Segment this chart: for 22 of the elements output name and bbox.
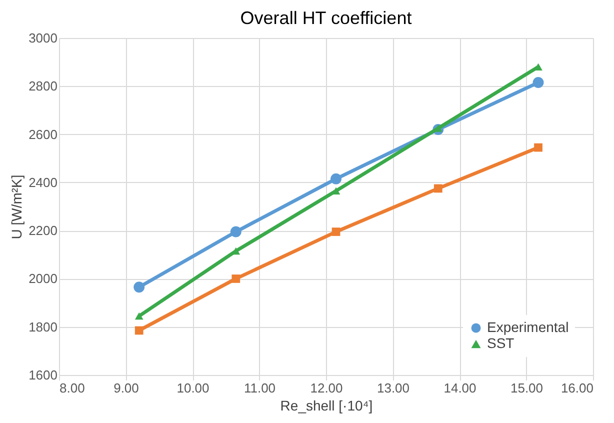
x-tick-label: 14.00 bbox=[444, 380, 476, 396]
y-tick-label: 2600 bbox=[28, 126, 58, 142]
legend-label: Experimental bbox=[487, 319, 569, 335]
x-tick-label: 16.00 bbox=[560, 380, 594, 396]
x-tick-label: 9.00 bbox=[114, 380, 139, 396]
y-tick-label: 2200 bbox=[28, 223, 58, 238]
x-tick-label: 11.00 bbox=[244, 380, 276, 396]
x-tick-label: 13.00 bbox=[376, 380, 410, 396]
chart-title: Overall HT coefficient bbox=[240, 8, 412, 28]
x-tick-label: 12.00 bbox=[310, 380, 343, 396]
x-tick-label: 15.00 bbox=[510, 380, 544, 396]
x-axis-title: Re_shell [·10⁴] bbox=[280, 398, 373, 414]
legend-label: SST bbox=[487, 335, 515, 351]
y-axis-title: U [W/m²K] bbox=[8, 174, 25, 240]
y-tick-label: 3000 bbox=[28, 30, 58, 46]
y-tick-label: 2400 bbox=[28, 174, 58, 190]
y-tick-label: 1800 bbox=[28, 319, 58, 334]
y-tick-label: 2000 bbox=[28, 271, 58, 286]
y-tick-label: 2800 bbox=[28, 78, 58, 94]
x-tick-label: 10.00 bbox=[176, 380, 210, 396]
y-tick-label: 1600 bbox=[28, 368, 58, 382]
x-tick-label: 8.00 bbox=[60, 380, 85, 396]
